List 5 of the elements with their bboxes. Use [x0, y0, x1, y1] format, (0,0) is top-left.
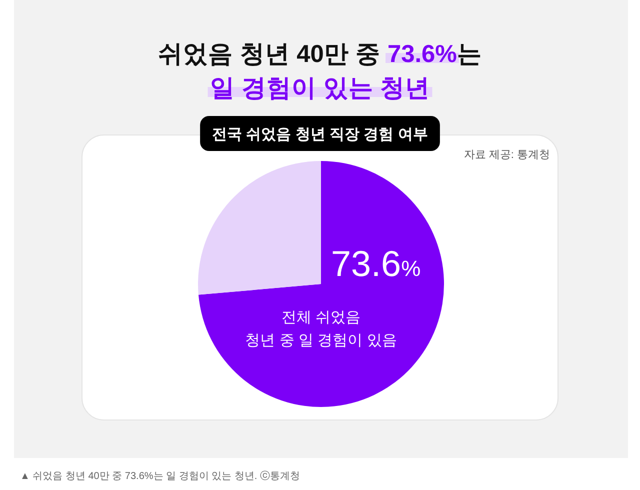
chart-title: 쉬었음 청년 40만 중 73.6%는 일 경험이 있는 청년 [158, 41, 482, 102]
chart-subtitle: 전국 쉬었음 청년 직장 경험 여부 [212, 126, 428, 143]
text: 자료 제공: 통계청 [464, 149, 550, 161]
text: ▲ 쉬었음 청년 40만 중 73.6%는 일 경험이 있는 청년. ⓒ통계청 [20, 470, 300, 482]
subtitle: 전국 쉬었음 청년 직장 경험 여부 [200, 116, 440, 151]
